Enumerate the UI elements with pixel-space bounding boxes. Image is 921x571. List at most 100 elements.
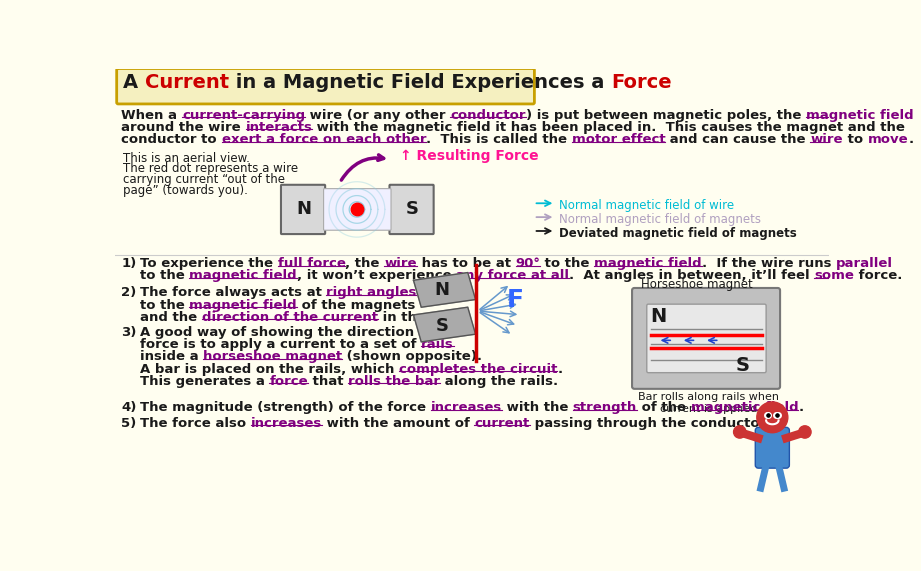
Text: of the: of the [637,401,691,414]
Text: and the: and the [140,311,202,324]
Text: A good way of showing the direction of the: A good way of showing the direction of t… [140,325,463,339]
Circle shape [799,426,811,438]
Text: wire: wire [810,133,843,146]
Text: move: move [868,133,908,146]
Text: rolls the bar: rolls the bar [348,375,440,388]
Text: The red dot represents a wire: The red dot represents a wire [122,163,298,175]
Text: 90°: 90° [516,257,541,270]
FancyBboxPatch shape [323,188,391,230]
Text: .: . [799,401,803,414]
Text: force.: force. [855,270,903,283]
Text: direction of the current: direction of the current [202,311,378,324]
Text: around the wire: around the wire [122,121,246,134]
Text: to: to [843,133,868,146]
Text: some: some [814,270,855,283]
Text: wire (or any other: wire (or any other [305,108,450,122]
Text: This generates a: This generates a [140,375,270,388]
Text: that: that [308,375,348,388]
Text: (shown opposite).: (shown opposite). [343,351,483,363]
Text: parallel: parallel [836,257,893,270]
Text: strength: strength [573,401,637,414]
Text: When a: When a [122,108,182,122]
Polygon shape [414,307,475,342]
Text: magnetic field: magnetic field [691,401,799,414]
Text: conductor to: conductor to [122,133,222,146]
Text: magnetic field: magnetic field [806,108,914,122]
Text: horseshoe magnet: horseshoe magnet [204,351,343,363]
FancyBboxPatch shape [632,288,780,389]
Text: 1): 1) [122,257,136,270]
Text: to the: to the [140,270,190,283]
Text: Horseshoe magnet: Horseshoe magnet [641,278,752,291]
Text: N: N [650,307,666,326]
Text: ↑ Resulting Force: ↑ Resulting Force [401,150,539,163]
Text: , it won’t experience: , it won’t experience [297,270,456,283]
Text: Force: Force [611,73,671,92]
Text: page” (towards you).: page” (towards you). [122,184,248,197]
Text: in a Magnetic Field Experiences a: in a Magnetic Field Experiences a [229,73,611,92]
Text: Current: Current [145,73,229,92]
Text: carrying current “out of the: carrying current “out of the [122,173,285,186]
Text: to the: to the [140,299,190,312]
Text: Normal magnetic field of wire: Normal magnetic field of wire [559,199,734,212]
Text: S: S [405,200,418,219]
Text: with the magnetic field it has been placed in.  This causes the magnet and the: with the magnetic field it has been plac… [312,121,905,134]
Text: motor effect: motor effect [572,133,665,146]
Text: , the: , the [345,257,384,270]
Text: to the: to the [541,257,594,270]
Text: S: S [735,356,749,375]
Text: .  If the wire runs: . If the wire runs [702,257,836,270]
Text: 3): 3) [122,325,136,339]
Text: conductor: conductor [450,108,526,122]
Text: The magnitude (strength) of the force: The magnitude (strength) of the force [140,401,430,414]
Text: The force also: The force also [140,417,251,429]
Text: Bar rolls along rails when
current is applied: Bar rolls along rails when current is ap… [638,392,779,413]
Text: current-carrying: current-carrying [182,108,305,122]
Text: This is an aerial view.: This is an aerial view. [122,152,250,164]
Text: F: F [507,288,523,312]
Text: 4): 4) [122,401,136,414]
Text: Deviated magnetic field of magnets: Deviated magnetic field of magnets [559,227,797,240]
Text: has to be at: has to be at [417,257,516,270]
Text: along the rails.: along the rails. [440,375,558,388]
Text: magnetic field: magnetic field [190,299,297,312]
Text: in the wire.: in the wire. [378,311,468,324]
Text: .  At angles in between, it’ll feel: . At angles in between, it’ll feel [569,270,814,283]
Text: ) is put between magnetic poles, the: ) is put between magnetic poles, the [526,108,806,122]
Text: .: . [557,363,563,376]
FancyBboxPatch shape [755,427,789,468]
Text: completes the circuit: completes the circuit [399,363,557,376]
Text: of the magnets: of the magnets [297,299,415,312]
Text: .: . [908,133,914,146]
Text: .  This is called the: . This is called the [426,133,572,146]
FancyBboxPatch shape [117,69,534,104]
Text: The force always acts at: The force always acts at [140,287,326,299]
Text: A: A [122,73,145,92]
Text: any force at all: any force at all [456,270,569,283]
FancyBboxPatch shape [281,185,325,234]
Text: exert a force on each other: exert a force on each other [222,133,426,146]
Text: 2): 2) [122,287,136,299]
Text: force is to apply a current to a set of: force is to apply a current to a set of [140,338,421,351]
Circle shape [757,402,787,433]
Text: wire: wire [384,257,417,270]
FancyBboxPatch shape [390,185,434,234]
Text: rails: rails [421,338,454,351]
Text: A bar is placed on the rails, which: A bar is placed on the rails, which [140,363,399,376]
FancyBboxPatch shape [647,304,766,373]
Text: inside a: inside a [140,351,204,363]
Circle shape [733,426,746,438]
Text: S: S [436,317,449,336]
Text: N: N [435,280,449,299]
Text: To experience the: To experience the [140,257,277,270]
Text: magnetic field: magnetic field [594,257,702,270]
Text: and can cause the: and can cause the [665,133,810,146]
Text: increases: increases [251,417,322,429]
Text: full force: full force [277,257,345,270]
Text: increases: increases [430,401,502,414]
Text: right angles: right angles [326,287,417,299]
Text: 5): 5) [122,417,136,429]
Text: N: N [296,200,311,219]
Polygon shape [414,272,475,307]
Text: with the amount of: with the amount of [322,417,474,429]
